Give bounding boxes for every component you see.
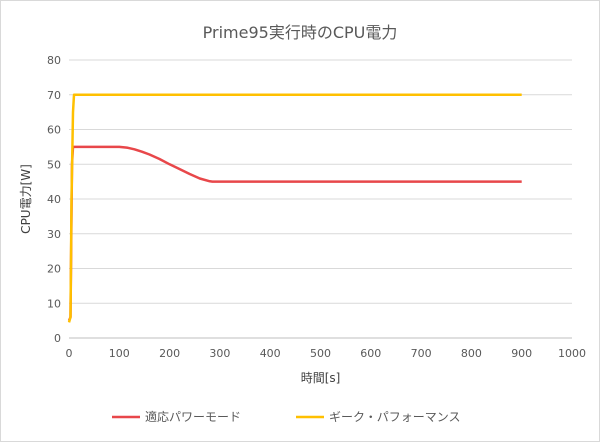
chart-title: Prime95実行時のCPU電力 [203,23,398,42]
x-tick-label: 600 [360,347,381,360]
x-tick-label: 200 [159,347,180,360]
y-tick-label: 20 [47,263,61,276]
x-tick-label: 100 [109,347,130,360]
x-tick-label: 400 [260,347,281,360]
x-tick-label: 700 [411,347,432,360]
y-tick-label: 30 [47,228,61,241]
y-tick-label: 10 [47,297,61,310]
y-tick-label: 80 [47,54,61,67]
x-axis-label: 時間[s] [301,371,341,385]
x-axis-ticks: 0 100 200 300 400 500 600 700 800 900 1000 [66,347,587,360]
y-tick-label: 0 [54,332,61,345]
x-tick-label: 300 [209,347,230,360]
y-tick-label: 40 [47,193,61,206]
series-line [67,93,522,323]
legend-label: 適応パワーモード [145,409,241,424]
series-lines [67,93,522,323]
legend: 適応パワーモード ギーク・パフォーマンス [112,409,461,424]
x-tick-label: 900 [511,347,532,360]
x-tick-label: 500 [310,347,331,360]
y-axis-label: CPU電力[W] [19,164,33,234]
x-tick-label: 1000 [558,347,586,360]
y-tick-label: 50 [47,158,61,171]
y-tick-label: 70 [47,89,61,102]
x-tick-label: 0 [66,347,73,360]
x-tick-label: 800 [461,347,482,360]
series-line [67,145,522,322]
y-axis-ticks: 0 10 20 30 40 50 60 70 80 [47,54,61,345]
y-tick-label: 60 [47,124,61,137]
legend-label: ギーク・パフォーマンス [329,410,461,424]
